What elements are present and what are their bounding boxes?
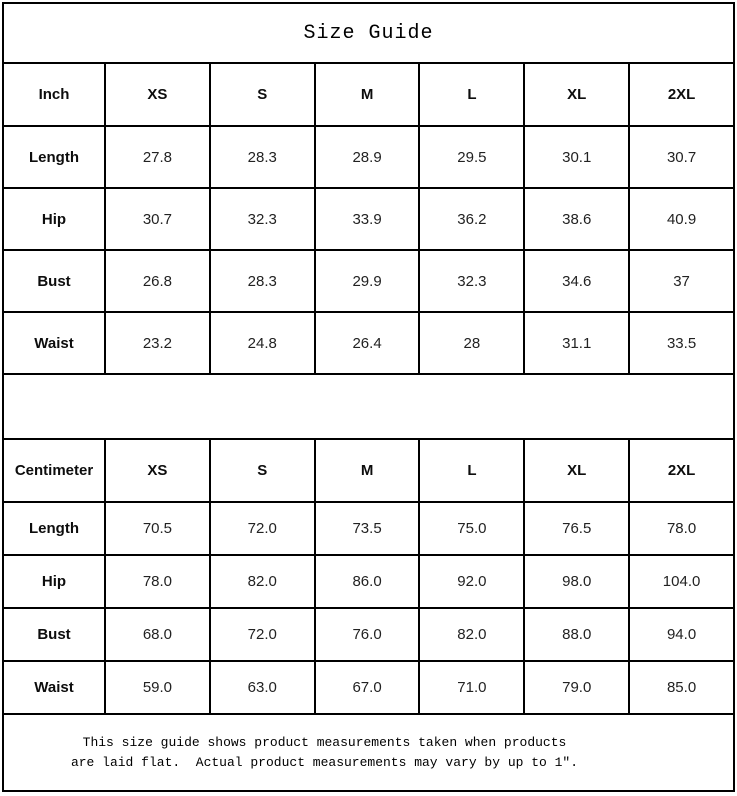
- measurement-value: 37: [628, 249, 735, 313]
- table-row: Waist 23.2 24.8 26.4 28 31.1 33.5: [2, 311, 735, 375]
- size-header-l: L: [418, 62, 526, 127]
- measurement-value: 28.3: [208, 125, 316, 189]
- measurement-value: 73.5: [313, 501, 421, 556]
- measurement-value: 72.0: [208, 607, 316, 662]
- measurement-value: 79.0: [523, 660, 631, 715]
- measurement-value: 67.0: [313, 660, 421, 715]
- measurement-value: 33.5: [628, 311, 735, 375]
- measurement-value: 38.6: [523, 187, 631, 251]
- measurement-label-length: Length: [2, 125, 106, 189]
- measurement-value: 71.0: [418, 660, 526, 715]
- table-row: Bust 26.8 28.3 29.9 32.3 34.6 37: [2, 249, 735, 313]
- size-header-xl: XL: [523, 62, 631, 127]
- measurement-value: 30.7: [104, 187, 211, 251]
- unit-header-inch: Inch: [2, 62, 106, 127]
- measurement-value: 27.8: [104, 125, 211, 189]
- size-header-2xl: 2XL: [628, 62, 735, 127]
- measurement-value: 88.0: [523, 607, 631, 662]
- size-header-2xl: 2XL: [628, 438, 735, 503]
- measurement-label-bust: Bust: [2, 249, 106, 313]
- inch-header-row: Inch XS S M L XL 2XL: [2, 62, 735, 127]
- measurement-value: 70.5: [104, 501, 211, 556]
- table-row: Hip 30.7 32.3 33.9 36.2 38.6 40.9: [2, 187, 735, 251]
- size-header-xl: XL: [523, 438, 631, 503]
- measurement-label-length: Length: [2, 501, 106, 556]
- size-header-s: S: [208, 62, 316, 127]
- measurement-value: 86.0: [313, 554, 421, 609]
- unit-header-centimeter: Centimeter: [2, 438, 106, 503]
- measurement-value: 98.0: [523, 554, 631, 609]
- table-row: Bust 68.0 72.0 76.0 82.0 88.0 94.0: [2, 607, 735, 662]
- measurement-value: 33.9: [313, 187, 421, 251]
- measurement-value: 94.0: [628, 607, 735, 662]
- measurement-value: 26.8: [104, 249, 211, 313]
- footer-row: This size guide shows product measuremen…: [2, 713, 735, 792]
- size-header-xs: XS: [104, 62, 211, 127]
- measurement-value: 72.0: [208, 501, 316, 556]
- measurement-value: 28: [418, 311, 526, 375]
- measurement-value: 92.0: [418, 554, 526, 609]
- measurement-value: 78.0: [104, 554, 211, 609]
- page-title: Size Guide: [2, 2, 735, 64]
- measurement-value: 32.3: [418, 249, 526, 313]
- table-row: Length 27.8 28.3 28.9 29.5 30.1 30.7: [2, 125, 735, 189]
- table-row: Hip 78.0 82.0 86.0 92.0 98.0 104.0: [2, 554, 735, 609]
- cm-header-row: Centimeter XS S M L XL 2XL: [2, 438, 735, 503]
- measurement-value: 85.0: [628, 660, 735, 715]
- size-header-xs: XS: [104, 438, 211, 503]
- measurement-value: 75.0: [418, 501, 526, 556]
- measurement-value: 29.9: [313, 249, 421, 313]
- measurement-value: 24.8: [208, 311, 316, 375]
- measurement-value: 30.1: [523, 125, 631, 189]
- spacer-cell: [2, 373, 735, 440]
- table-row: Length 70.5 72.0 73.5 75.0 76.5 78.0: [2, 501, 735, 556]
- spacer-row: [2, 373, 735, 440]
- footer-note-line-1: This size guide shows product measuremen…: [82, 734, 567, 750]
- measurement-value: 59.0: [104, 660, 211, 715]
- measurement-value: 68.0: [104, 607, 211, 662]
- measurement-value: 40.9: [628, 187, 735, 251]
- measurement-value: 76.0: [313, 607, 421, 662]
- title-row: Size Guide: [2, 2, 735, 64]
- measurement-label-waist: Waist: [2, 311, 106, 375]
- footer-note: This size guide shows product measuremen…: [2, 713, 735, 792]
- measurement-value: 82.0: [418, 607, 526, 662]
- measurement-label-hip: Hip: [2, 187, 106, 251]
- measurement-value: 76.5: [523, 501, 631, 556]
- measurement-value: 36.2: [418, 187, 526, 251]
- measurement-value: 29.5: [418, 125, 526, 189]
- measurement-value: 82.0: [208, 554, 316, 609]
- measurement-value: 28.9: [313, 125, 421, 189]
- measurement-value: 104.0: [628, 554, 735, 609]
- measurement-value: 30.7: [628, 125, 735, 189]
- measurement-value: 23.2: [104, 311, 211, 375]
- measurement-value: 32.3: [208, 187, 316, 251]
- size-header-m: M: [313, 438, 421, 503]
- measurement-value: 28.3: [208, 249, 316, 313]
- size-header-l: L: [418, 438, 526, 503]
- measurement-label-waist: Waist: [2, 660, 106, 715]
- measurement-value: 78.0: [628, 501, 735, 556]
- measurement-label-hip: Hip: [2, 554, 106, 609]
- table-row: Waist 59.0 63.0 67.0 71.0 79.0 85.0: [2, 660, 735, 715]
- measurement-label-bust: Bust: [2, 607, 106, 662]
- measurement-value: 26.4: [313, 311, 421, 375]
- measurement-value: 34.6: [523, 249, 631, 313]
- size-header-m: M: [313, 62, 421, 127]
- measurement-value: 31.1: [523, 311, 631, 375]
- size-header-s: S: [208, 438, 316, 503]
- measurement-value: 63.0: [208, 660, 316, 715]
- footer-note-line-2: are laid flat. Actual product measuremen…: [70, 754, 579, 770]
